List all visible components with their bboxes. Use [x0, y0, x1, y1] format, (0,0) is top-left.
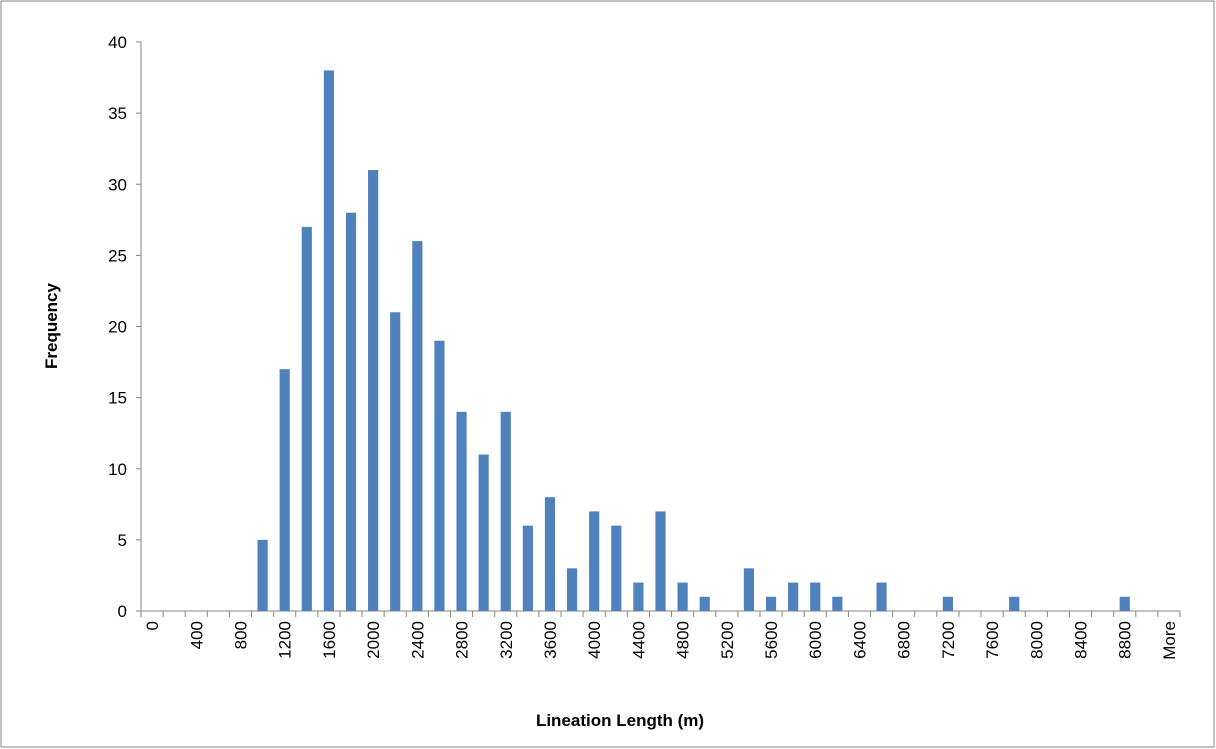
x-tick-label: 4400: [629, 621, 648, 659]
y-tick-label: 0: [118, 602, 127, 621]
bar: [677, 582, 688, 611]
bar: [412, 241, 423, 611]
bar: [368, 170, 379, 611]
y-tick-label: 10: [108, 460, 127, 479]
y-tick-label: 30: [108, 175, 127, 194]
x-tick-label: 4800: [674, 621, 693, 659]
bar: [810, 582, 821, 611]
x-tick-label: 2800: [453, 621, 472, 659]
bar: [500, 411, 511, 611]
x-tick-label: 5200: [718, 621, 737, 659]
x-tick-label: 4000: [585, 621, 604, 659]
y-tick-label: 15: [108, 389, 127, 408]
bar: [544, 497, 556, 611]
y-tick-label: 40: [108, 33, 127, 52]
bar: [301, 226, 312, 612]
bar: [832, 596, 843, 611]
x-tick-label: 1600: [320, 621, 339, 659]
bar: [743, 568, 755, 611]
x-tick-label: 6800: [895, 621, 914, 659]
bar: [611, 525, 622, 611]
x-tick-label: More: [1160, 621, 1179, 660]
bar: [655, 511, 666, 611]
x-tick-label: 0: [143, 621, 162, 630]
x-tick-label: 2000: [364, 621, 383, 659]
bar: [942, 596, 953, 611]
bar: [323, 70, 334, 611]
bar: [1119, 596, 1130, 611]
bar: [522, 525, 533, 611]
y-tick-label: 20: [108, 318, 127, 337]
y-tick-label: 5: [118, 531, 127, 550]
bar: [876, 582, 887, 611]
y-axis-title: Frequency: [42, 282, 61, 369]
bar: [390, 312, 401, 611]
x-tick-label: 400: [187, 621, 206, 649]
x-tick-label: 7200: [939, 621, 958, 659]
x-axis-title: Lineation Length (m): [536, 711, 704, 730]
x-tick-label: 3600: [541, 621, 560, 659]
bar: [699, 596, 710, 611]
x-tick-label: 8000: [1027, 621, 1046, 659]
x-tick-label: 8800: [1116, 621, 1135, 659]
y-tick-label: 25: [108, 246, 127, 265]
x-tick-label: 8400: [1072, 621, 1091, 659]
x-tick-label: 1200: [276, 621, 295, 659]
bar: [765, 596, 777, 611]
bar: [434, 340, 445, 611]
bar: [1009, 596, 1020, 611]
y-tick-label: 35: [108, 104, 127, 123]
x-tick-label: 5600: [762, 621, 781, 659]
x-tick-label: 2400: [408, 621, 427, 659]
bar: [788, 582, 799, 611]
bar: [478, 454, 489, 611]
x-tick-label: 6000: [806, 621, 825, 659]
bar: [456, 411, 467, 611]
x-tick-label: 6400: [850, 621, 869, 659]
bar: [279, 369, 290, 611]
bar: [633, 582, 644, 611]
x-tick-label: 800: [231, 621, 250, 649]
bar: [345, 212, 357, 611]
bar: [566, 568, 578, 611]
bar: [257, 539, 268, 611]
x-tick-label: 3200: [497, 621, 516, 659]
bar: [589, 511, 600, 611]
x-tick-label: 7600: [983, 621, 1002, 659]
